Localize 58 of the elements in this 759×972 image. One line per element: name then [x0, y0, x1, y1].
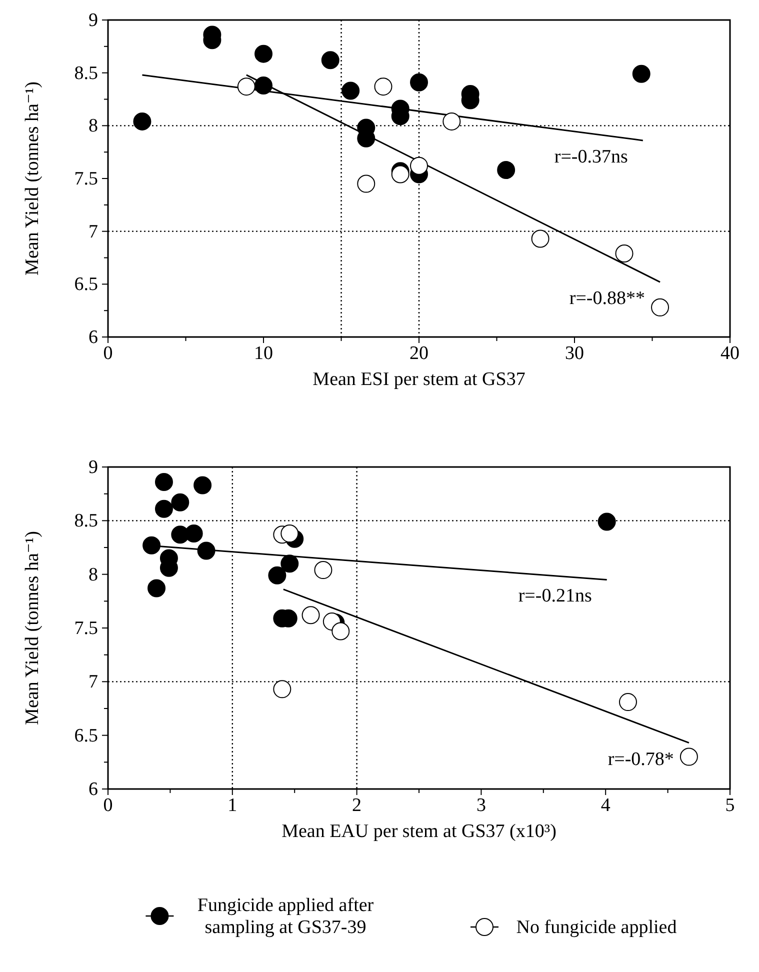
series-label: r=-0.78* — [608, 748, 674, 770]
y-tick-label: 9 — [88, 457, 98, 478]
legend-label: Fungicide applied after sampling at GS37-39 — [197, 895, 374, 938]
point — [332, 622, 350, 640]
x-tick-label: 40 — [720, 343, 740, 364]
point — [133, 112, 152, 130]
x-tick-label: 0 — [103, 343, 113, 364]
point — [254, 76, 272, 95]
y-tick-label: 8.5 — [74, 62, 98, 84]
x-tick-label: 20 — [410, 343, 428, 364]
point — [342, 82, 360, 100]
y-tick-label: 6.5 — [74, 274, 98, 296]
x-tick-label: 2 — [352, 795, 362, 816]
y-tick-label: 6.5 — [74, 725, 98, 746]
point — [142, 536, 161, 554]
y-tick-label: 8 — [88, 116, 98, 137]
point — [410, 73, 428, 92]
x-tick-label: 4 — [600, 795, 611, 816]
point — [194, 476, 212, 494]
legend-label: No fungicide applied — [516, 917, 678, 938]
y-tick-label: 8.5 — [74, 510, 98, 532]
y-tick-label: 6 — [88, 779, 98, 800]
x-axis-title: Mean ESI per stem at GS37 — [312, 369, 526, 390]
y-tick-label: 9 — [88, 10, 98, 31]
point — [280, 554, 299, 573]
y-tick-label: 7.5 — [74, 618, 98, 639]
x-axis-title: Mean EAU per stem at GS37 (x10³) — [282, 821, 556, 842]
point — [410, 156, 428, 175]
point — [598, 512, 616, 531]
x-tick-label: 10 — [254, 343, 273, 364]
x-tick-label: 5 — [725, 795, 735, 816]
point — [280, 524, 299, 543]
x-tick-label: 3 — [476, 795, 486, 816]
point — [391, 165, 410, 184]
x-tick-label: 1 — [228, 795, 238, 816]
y-axis-title: Mean Yield (tonnes ha⁻¹) — [22, 531, 43, 725]
series-label: r=-0.21ns — [518, 586, 592, 607]
point — [268, 566, 286, 584]
point — [497, 161, 516, 180]
point — [254, 44, 272, 63]
point — [632, 64, 650, 83]
series-label: r=-0.88** — [569, 288, 646, 310]
y-tick-label: 7 — [88, 221, 98, 242]
point — [154, 500, 173, 518]
x-tick-label: 30 — [565, 343, 584, 364]
y-tick-label: 8 — [88, 564, 98, 586]
y-tick-label: 7.5 — [74, 168, 98, 190]
series-label: r=-0.37ns — [554, 146, 628, 168]
point — [197, 542, 216, 560]
point — [148, 579, 166, 598]
point — [154, 473, 173, 492]
point — [321, 51, 340, 70]
x-tick-label: 0 — [103, 795, 113, 816]
y-tick-label: 7 — [88, 672, 98, 693]
point — [184, 524, 203, 543]
y-tick-label: 6 — [88, 327, 98, 348]
y-axis-title: Mean Yield (tonnes ha⁻¹) — [22, 82, 43, 276]
point — [171, 493, 190, 512]
